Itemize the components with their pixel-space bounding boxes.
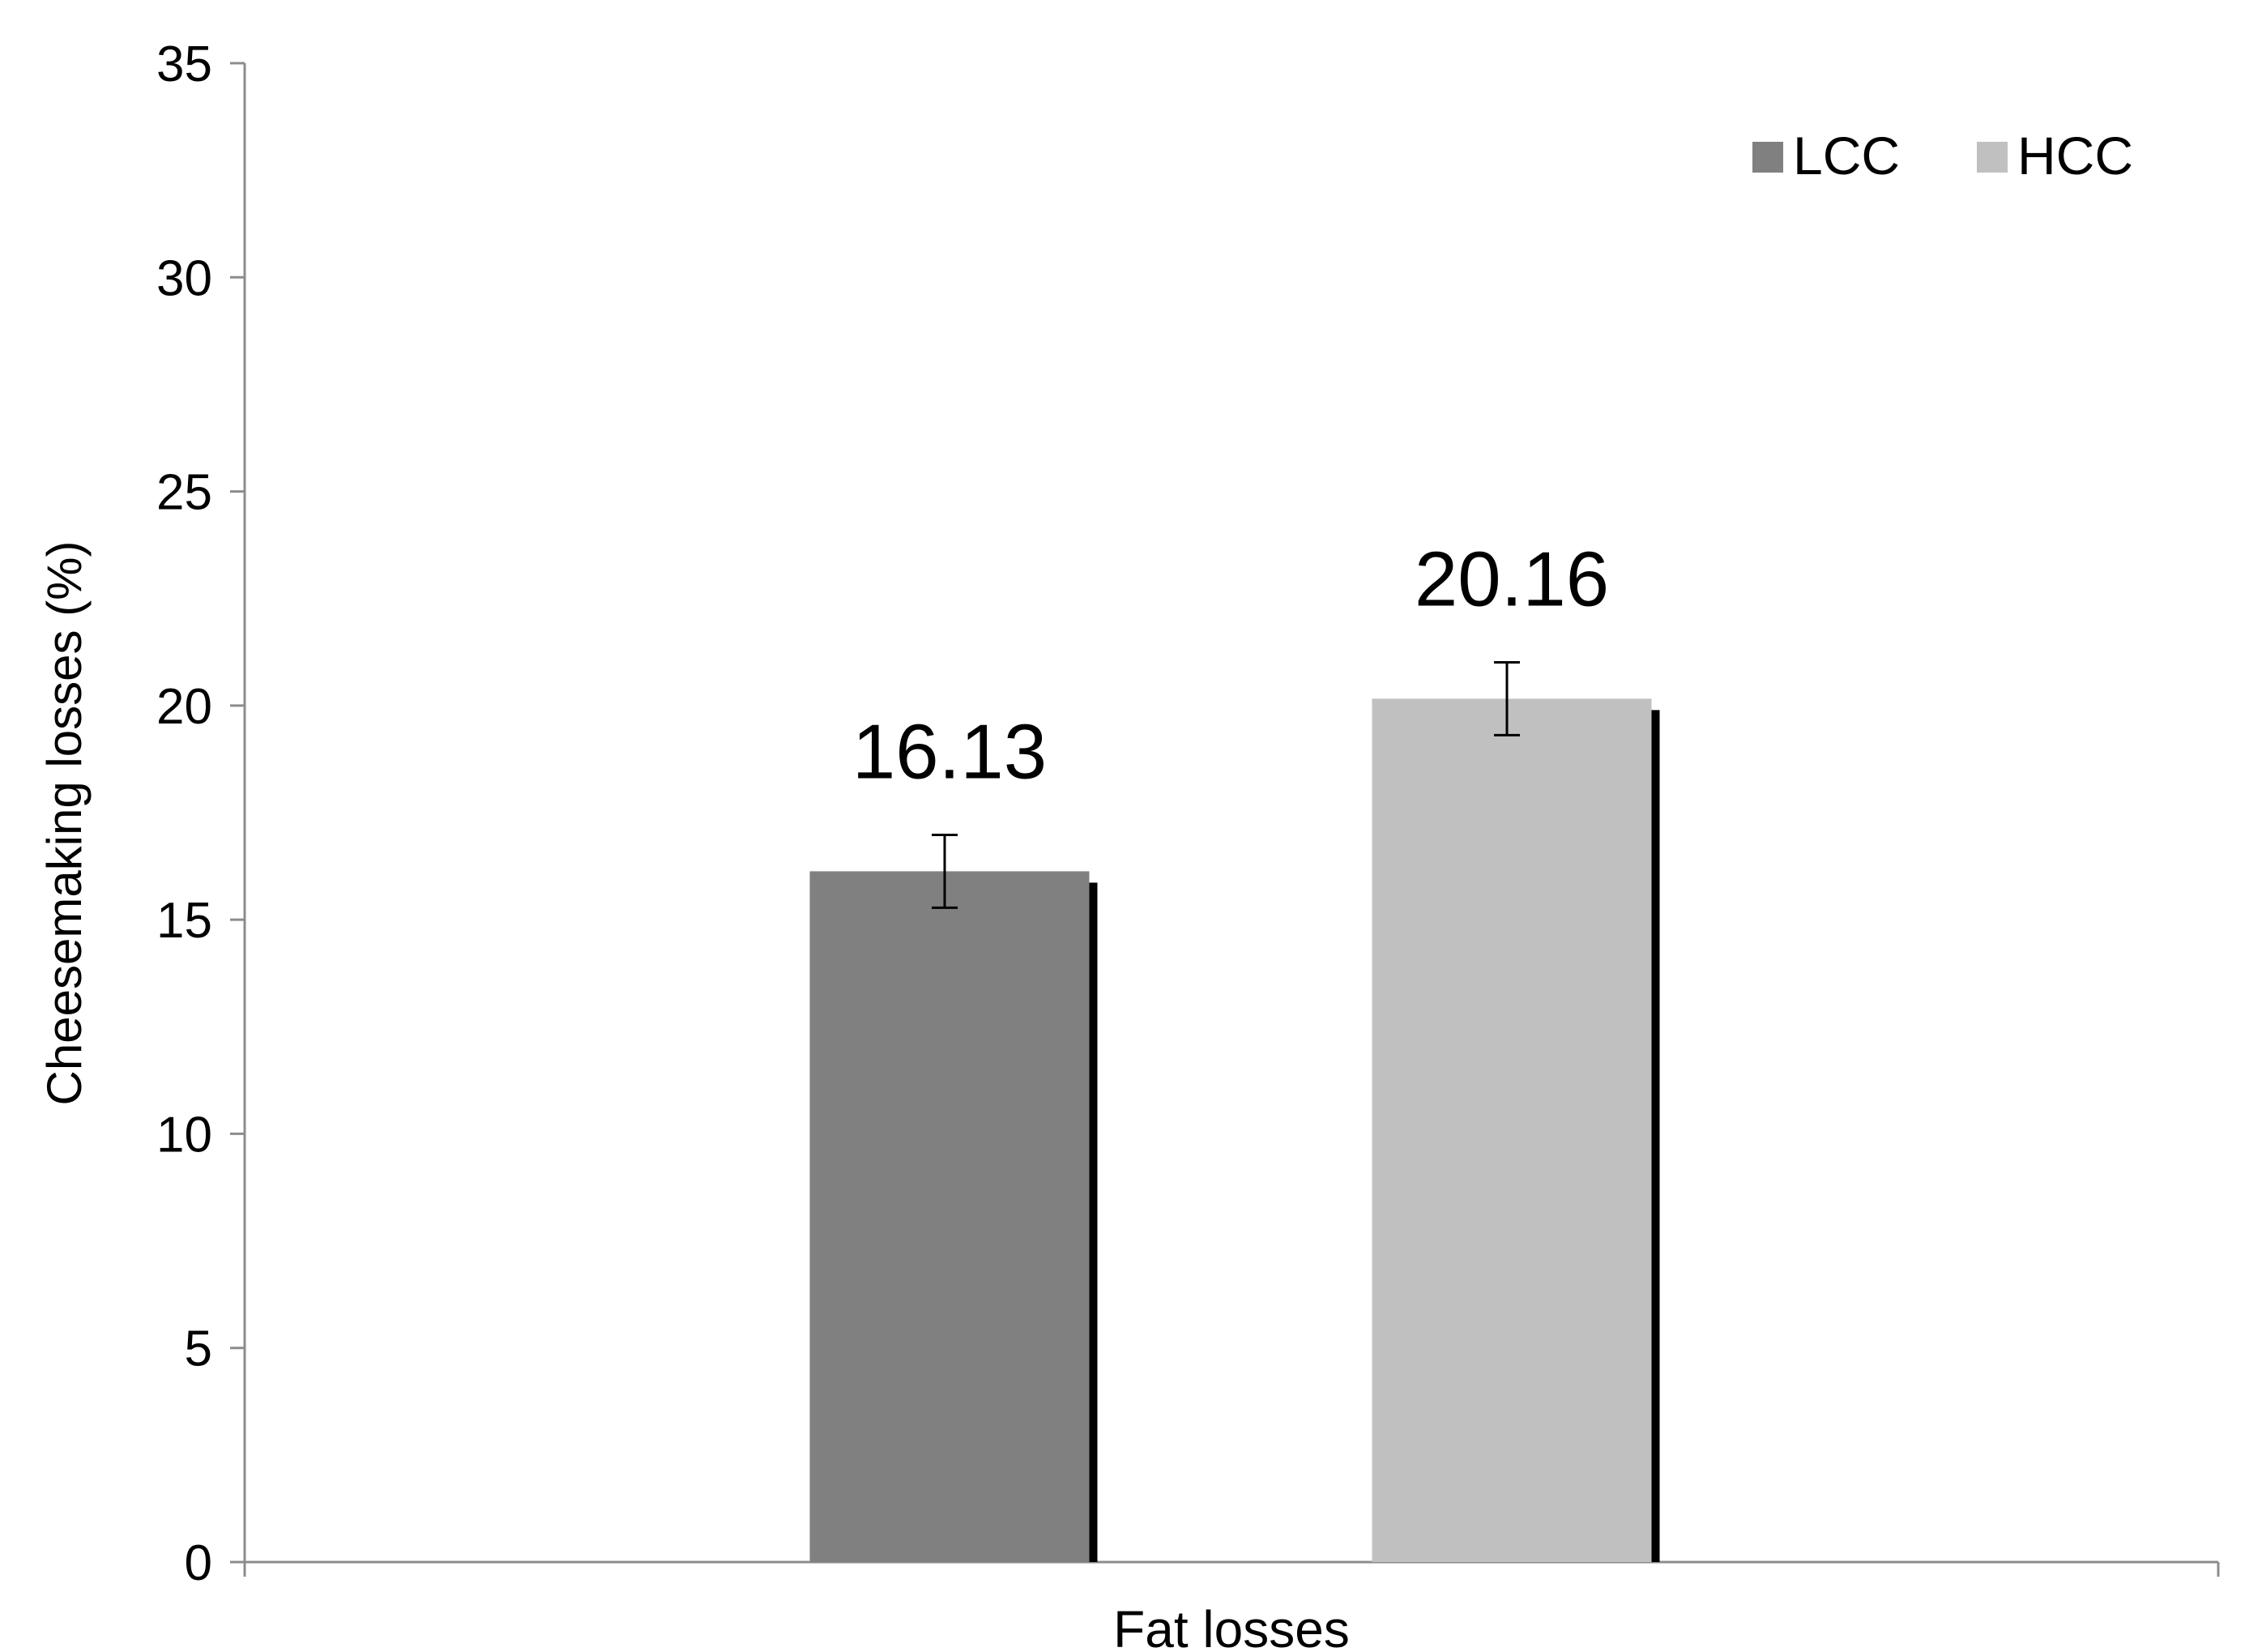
bar-shadow bbox=[1087, 882, 1098, 1562]
y-tick-label: 10 bbox=[156, 1107, 212, 1163]
y-tick-label: 25 bbox=[156, 465, 212, 521]
legend-label: HCC bbox=[2017, 126, 2133, 186]
data-labels: 16.13 20.16 bbox=[852, 536, 1609, 795]
axes: 0 5 10 15 20 25 30 35 Fat losses bbox=[156, 36, 2220, 1652]
legend: LCC HCC bbox=[1752, 126, 2133, 186]
y-tick-label: 5 bbox=[185, 1321, 212, 1377]
legend-swatch-lcc bbox=[1752, 142, 1783, 173]
data-label: 16.13 bbox=[852, 708, 1047, 795]
legend-swatch-hcc bbox=[1977, 142, 2008, 173]
y-tick-label: 20 bbox=[156, 679, 212, 735]
legend-label: LCC bbox=[1793, 126, 1900, 186]
bar-lcc bbox=[809, 871, 1090, 1562]
x-category-label: Fat losses bbox=[1113, 1600, 1350, 1648]
data-label: 20.16 bbox=[1415, 536, 1609, 622]
y-tick-label: 35 bbox=[156, 36, 212, 92]
bars bbox=[809, 660, 1660, 1562]
y-tick-label: 30 bbox=[156, 250, 212, 306]
y-tick-label: 0 bbox=[185, 1535, 212, 1591]
bar-hcc bbox=[1372, 698, 1652, 1562]
y-axis-label: Cheesemaking losses (%) bbox=[37, 541, 92, 1106]
bar-shadow bbox=[1650, 710, 1660, 1562]
y-tick-label: 15 bbox=[156, 893, 212, 949]
